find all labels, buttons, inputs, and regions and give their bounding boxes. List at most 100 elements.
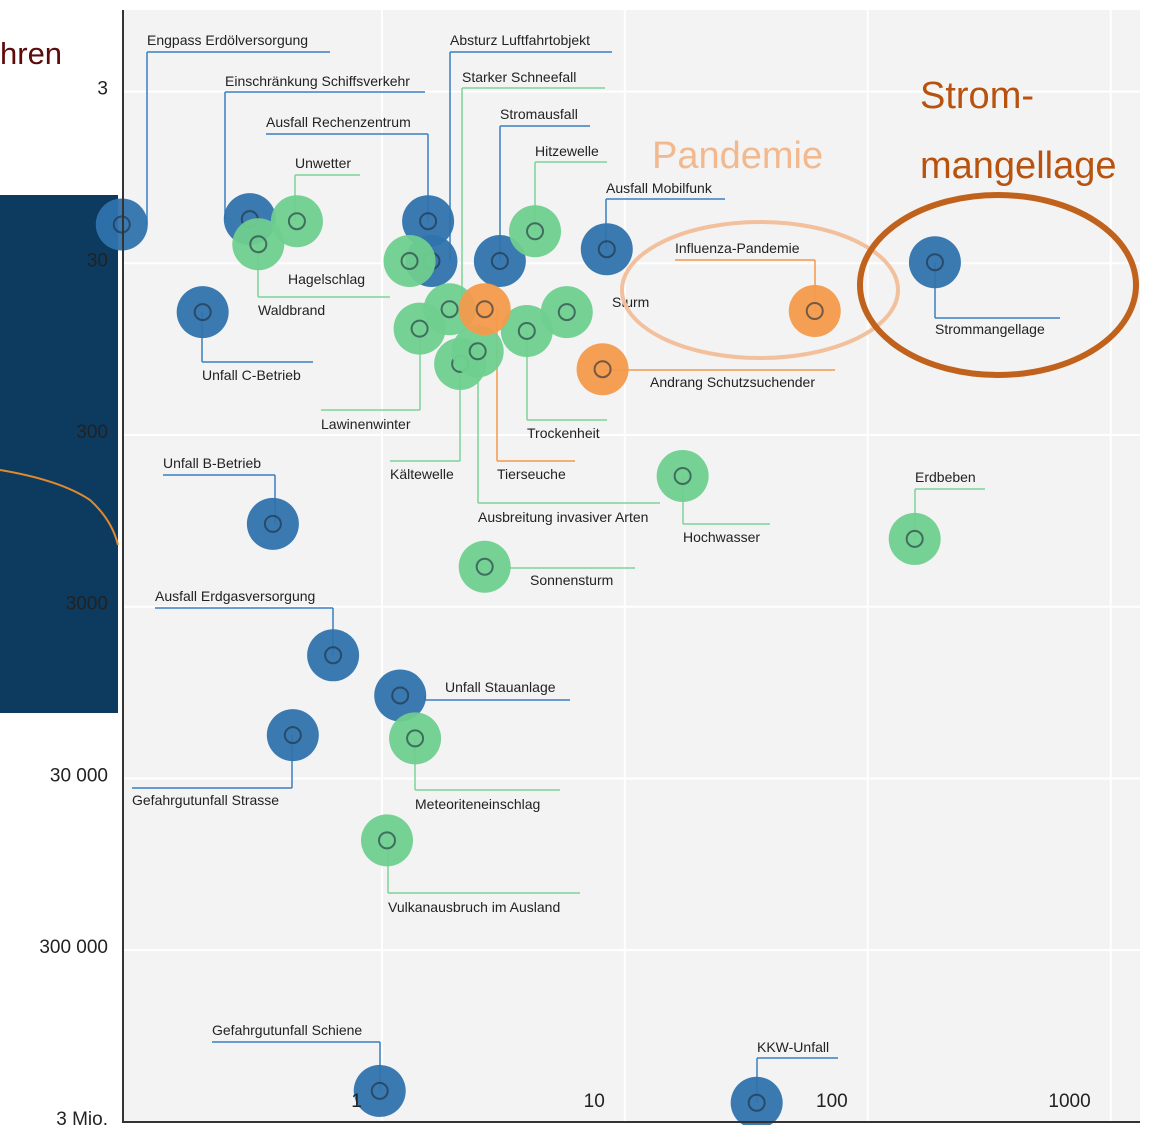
point-label: Erdbeben [915, 469, 976, 485]
annotation: Pandemie [652, 135, 823, 177]
point [232, 218, 285, 271]
point-label: Hitzewelle [535, 143, 599, 159]
point-icon [370, 1081, 389, 1100]
point [908, 236, 961, 289]
x-tick-label: 1000 [1048, 1091, 1090, 1112]
point-label: Meteoriteneinschlag [415, 796, 540, 812]
annotation: mangellage [920, 145, 1116, 187]
point-icon [193, 303, 212, 322]
point-label: Ausfall Rechenzentrum [266, 114, 411, 130]
point [246, 497, 299, 550]
point-icon [747, 1093, 766, 1112]
point-label: Vulkanausbruch im Ausland [388, 899, 560, 915]
point-label: Absturz Luftfahrtobjekt [450, 32, 590, 48]
y-tick-label: 3 [97, 79, 108, 100]
x-tick-label: 100 [816, 1091, 848, 1112]
point-icon [400, 252, 419, 271]
point-label: Unfall B-Betrieb [163, 455, 261, 471]
point-icon [925, 253, 944, 272]
point-icon [468, 342, 487, 361]
point-label: Influenza-Pandemie [675, 240, 800, 256]
point-label: KKW-Unfall [757, 1039, 829, 1055]
point-icon [249, 235, 268, 254]
point-icon [324, 646, 343, 665]
point [473, 235, 526, 288]
point [788, 284, 841, 337]
annotation: hren [0, 36, 62, 71]
point-icon [410, 319, 429, 338]
point-icon [263, 514, 282, 533]
point [458, 283, 511, 336]
point-icon [593, 360, 612, 379]
point-label: Hagelschlag [288, 271, 365, 287]
point [176, 286, 229, 339]
point-label: Unfall C-Betrieb [202, 367, 301, 383]
y-tick-label: 3000 [66, 594, 108, 615]
point-icon [475, 557, 494, 576]
point-label: Lawinenwinter [321, 416, 411, 432]
point [307, 629, 360, 682]
point-label: Andrang Schutzsuchender [650, 374, 815, 390]
y-tick-label: 300 [76, 422, 108, 443]
point-label: Einschränkung Schiffsverkehr [225, 73, 410, 89]
point [270, 195, 323, 248]
point-label: Unwetter [295, 155, 351, 171]
point [383, 235, 436, 288]
point-icon [597, 240, 616, 259]
point-icon [905, 529, 924, 548]
point [393, 302, 446, 355]
point-icon [419, 212, 438, 231]
point [576, 343, 629, 396]
point [509, 205, 562, 258]
point-label: Ausfall Mobilfunk [606, 180, 713, 196]
point [580, 223, 633, 276]
point-icon [526, 222, 545, 241]
point [266, 709, 319, 762]
annotation: Strom- [920, 75, 1034, 117]
point-icon [112, 215, 131, 234]
point [888, 512, 941, 565]
point-icon [406, 729, 425, 748]
side-panel [0, 195, 118, 713]
point-label: Waldbrand [258, 302, 325, 318]
point [451, 325, 504, 378]
point-label: Starker Schneefall [462, 69, 576, 85]
y-tick-label: 3 Mio. [56, 1109, 108, 1125]
highlight-ellipse [620, 220, 900, 360]
point [353, 1064, 406, 1117]
point-label: Tierseuche [497, 466, 566, 482]
point-icon [673, 466, 692, 485]
point [458, 540, 511, 593]
point-icon [475, 300, 494, 319]
point-icon [490, 252, 509, 271]
point-icon [283, 726, 302, 745]
point-label: Sonnensturm [530, 572, 613, 588]
point-icon [517, 321, 536, 340]
point-label: Unfall Stauanlage [445, 679, 556, 695]
point-icon [805, 301, 824, 320]
point-icon [378, 831, 397, 850]
x-tick-label: 10 [584, 1091, 605, 1112]
point-label: Kältewelle [390, 466, 454, 482]
point-label: Ausfall Erdgasversorgung [155, 588, 315, 604]
y-tick-label: 30 000 [50, 765, 108, 786]
point-label: Engpass Erdölversorgung [147, 32, 308, 48]
x-tick-label: 1 [351, 1091, 362, 1112]
highlight-ellipse [857, 192, 1139, 378]
point-label: Ausbreitung invasiver Arten [478, 509, 648, 525]
point-label: Stromausfall [500, 106, 578, 122]
point-icon [440, 300, 459, 319]
y-tick-label: 30 [87, 250, 108, 271]
point-label: Sturm [612, 294, 649, 310]
point [730, 1076, 783, 1125]
point [402, 195, 455, 248]
point-label: Gefahrgutunfall Schiene [212, 1022, 362, 1038]
point-icon [287, 212, 306, 231]
point-label: Trockenheit [527, 425, 600, 441]
point [374, 669, 427, 722]
point-icon [391, 686, 410, 705]
point-label: Hochwasser [683, 529, 760, 545]
point-label: Gefahrgutunfall Strasse [132, 792, 279, 808]
point [656, 449, 709, 502]
point [540, 286, 593, 339]
